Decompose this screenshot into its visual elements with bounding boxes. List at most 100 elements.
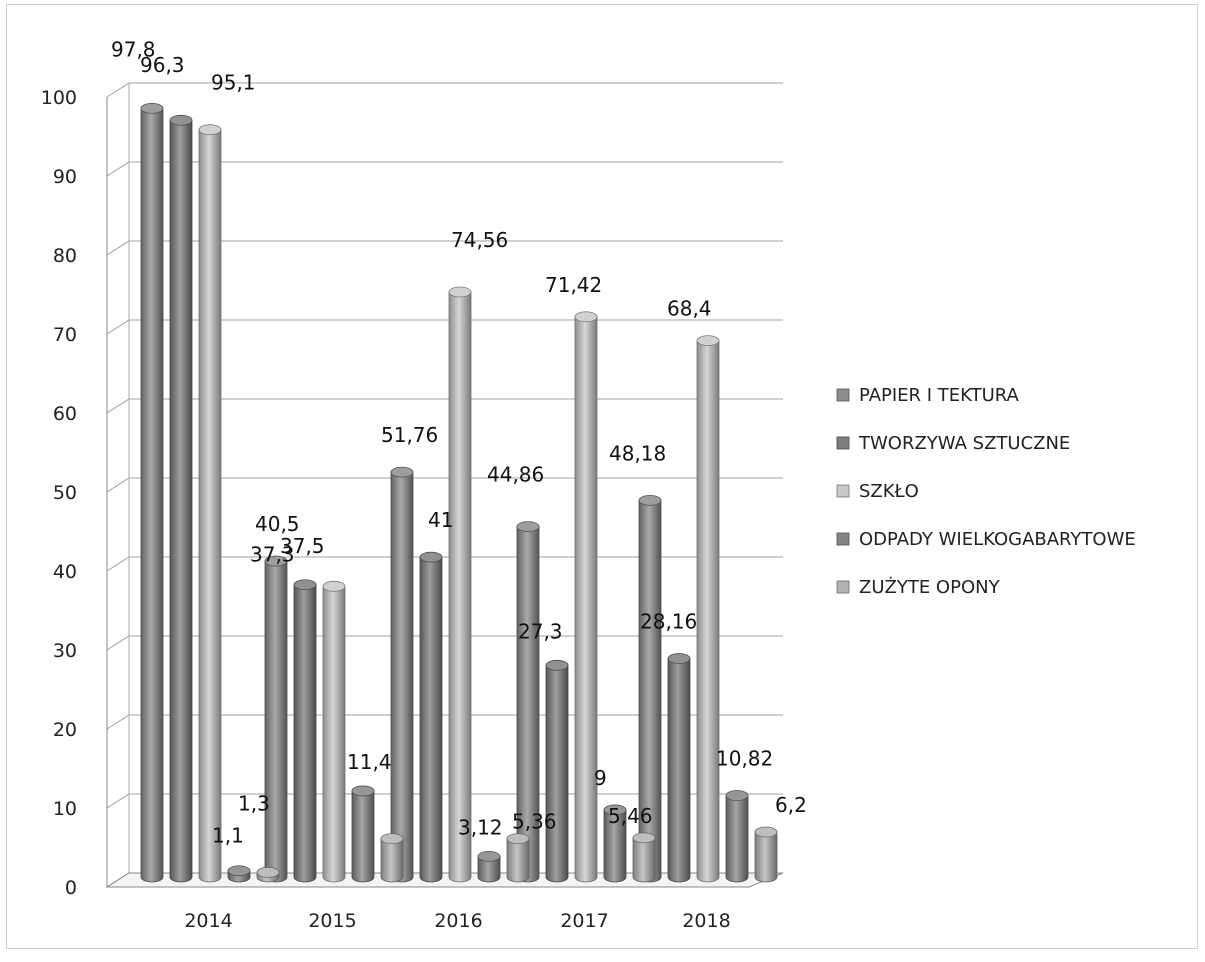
gridline-side (106, 398, 130, 414)
data-label: 71,42 (545, 273, 602, 297)
bar (545, 659, 569, 883)
bar (256, 866, 280, 883)
bar-body (140, 107, 164, 883)
bar-cap (293, 579, 317, 591)
data-label: 51,76 (381, 423, 438, 447)
x-tick-label: 2016 (434, 910, 482, 932)
y-tick-label: 60 (53, 403, 77, 425)
legend-swatch (836, 388, 850, 402)
bar (390, 466, 414, 883)
data-label: 48,18 (609, 441, 666, 465)
bar-body (725, 795, 749, 883)
bar (754, 826, 778, 883)
x-tick-label: 2014 (184, 910, 232, 932)
y-tick-label: 100 (41, 87, 77, 109)
bar-cap (256, 866, 280, 878)
data-label: 1,3 (238, 792, 270, 816)
bar-cap (390, 466, 414, 478)
bar (322, 580, 346, 883)
bar-cap (264, 555, 288, 567)
data-label: 41 (428, 508, 453, 532)
gridline-side (106, 477, 130, 493)
bars (140, 102, 778, 883)
data-label: 11,4 (347, 750, 392, 774)
data-label: 37,3 (250, 542, 295, 566)
bar (506, 833, 530, 883)
y-tick-label: 70 (53, 324, 77, 346)
bar-body (632, 837, 656, 883)
y-tick-label: 40 (53, 561, 77, 583)
bar-cap (545, 659, 569, 671)
legend-label: ODPADY WIELKOGABARYTOWE (859, 529, 1136, 550)
legend-label: SZKŁO (859, 481, 919, 502)
bar (227, 865, 251, 883)
bar-body (448, 291, 472, 883)
y-tick-label: 0 (65, 877, 77, 899)
gridline-side (106, 793, 130, 809)
bar-body (293, 584, 317, 883)
gridline-side (106, 714, 130, 730)
bar-cap (516, 521, 540, 533)
bar-cap (351, 785, 375, 797)
bar-body (390, 471, 414, 883)
bar-cap (603, 804, 627, 816)
bar (477, 850, 501, 883)
bar-body (574, 316, 598, 883)
bar-cap (638, 494, 662, 506)
bar (725, 790, 749, 883)
bar-body (322, 585, 346, 883)
bar-body (477, 855, 501, 883)
y-tick-label: 30 (53, 640, 77, 662)
gridline-side (106, 161, 130, 177)
bar-body (667, 658, 691, 883)
bar-chart: 0 10 20 30 40 50 60 70 80 90 100 2014 2015 2016 2017 2… (41, 37, 1136, 932)
bar-cap (754, 826, 778, 838)
gridline-side (106, 635, 130, 651)
data-label: 97,8 (111, 37, 156, 61)
legend-swatch (836, 484, 850, 498)
data-label: 44,86 (487, 463, 544, 487)
legend: PAPIER I TEKTURA TWORZYWA SZTUCZNE SZKŁO OD… (836, 385, 1136, 598)
chart-frame: 0 10 20 30 40 50 60 70 80 90 100 2014 2015 2016 2017 2… (6, 4, 1198, 949)
y-tick-label: 10 (53, 798, 77, 820)
data-label: 6,2 (775, 793, 807, 817)
x-tick-label: 2017 (560, 910, 608, 932)
bar-cap (140, 102, 164, 114)
bar-body (419, 556, 443, 883)
bar-cap (667, 653, 691, 664)
gridline-side (106, 319, 130, 335)
bar-cap (169, 114, 193, 126)
bar (419, 551, 443, 883)
data-label: 74,56 (451, 228, 508, 252)
legend-swatch (836, 436, 850, 450)
bar (293, 579, 317, 883)
bar (140, 102, 164, 883)
bar-cap (227, 865, 251, 877)
data-label: 3,12 (458, 815, 503, 839)
y-tick-label: 50 (53, 482, 77, 504)
bar (667, 653, 691, 883)
bar-cap (632, 832, 656, 844)
x-tick-label: 2018 (682, 910, 730, 932)
bar-cap (477, 850, 501, 862)
bar (632, 832, 656, 883)
y-tick-label: 90 (53, 166, 77, 188)
data-label: 9 (594, 766, 607, 790)
bar-cap (506, 833, 530, 845)
bar-body (380, 838, 404, 883)
bar-cap (322, 580, 346, 592)
y-axis: 0 10 20 30 40 50 60 70 80 90 100 (41, 83, 130, 899)
bar-body (351, 790, 375, 883)
bar-body (506, 838, 530, 883)
bar-body (754, 831, 778, 883)
bar-cap (574, 311, 598, 323)
y-tick-label: 20 (53, 719, 77, 741)
bar (351, 785, 375, 883)
data-label: 37,5 (280, 534, 325, 558)
bar-body (169, 119, 193, 883)
legend-swatch (836, 580, 850, 594)
bar (380, 833, 404, 883)
gridline-side (106, 240, 130, 256)
legend-label: PAPIER I TEKTURA (859, 385, 1020, 406)
bar-cap (448, 286, 472, 298)
